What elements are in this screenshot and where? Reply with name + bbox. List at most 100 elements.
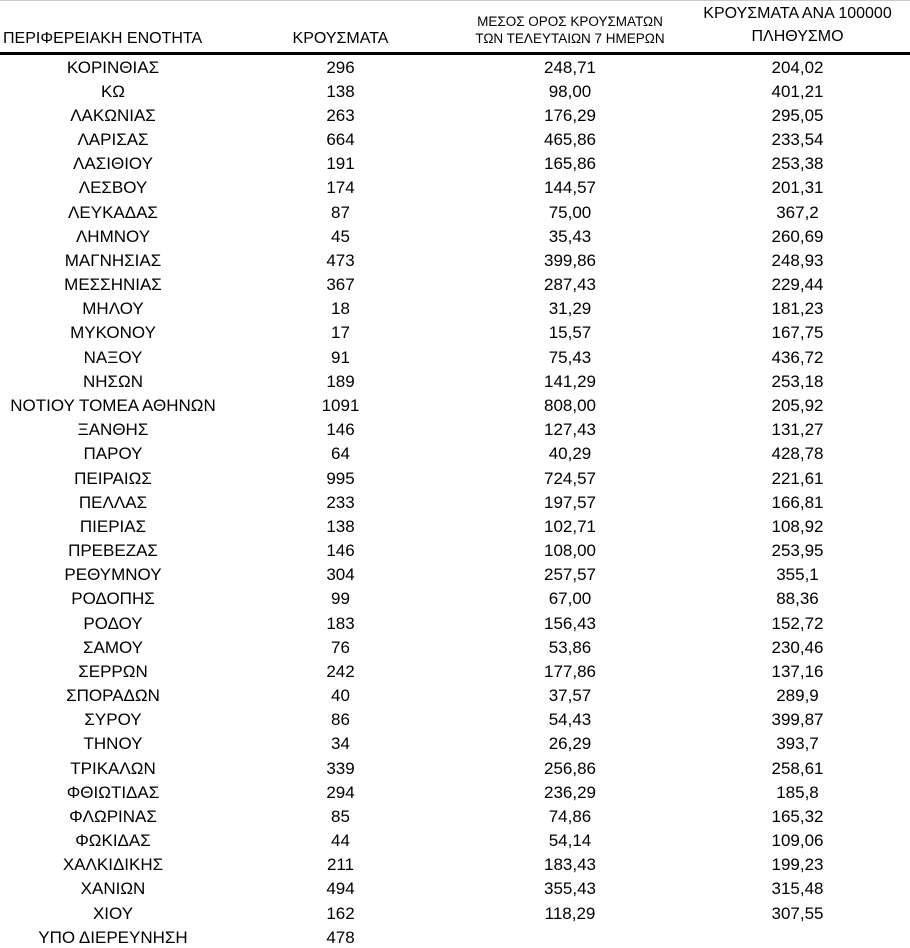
region-name-cell: ΚΩ (100, 81, 126, 101)
cases-per-100000-cell: 88,36 (776, 589, 819, 609)
table-row: ΜΥΚΟΝΟΥ 17 15,57 167,75 (0, 321, 910, 345)
region-name-cell: ΡΕΘΥΜΝΟΥ (64, 565, 162, 585)
avg-7-days-cell: 176,29 (544, 105, 596, 125)
avg-7-days-cell: 127,43 (544, 420, 596, 440)
cases-cell: 99 (331, 589, 350, 609)
table-row: ΧΑΛΚΙΔΙΚΗΣ 211 183,43 199,23 (0, 853, 910, 877)
cases-per-100000-cell: 165,32 (771, 806, 824, 826)
cases-cell: 17 (331, 323, 350, 343)
cases-cell: 18 (331, 299, 350, 319)
table-row: ΡΟΔΟΥ 183 156,43 152,72 (0, 611, 910, 635)
region-name-cell: ΧΙΟΥ (92, 903, 134, 923)
cases-cell: 174 (326, 178, 355, 198)
avg-7-days-cell: 183,43 (544, 855, 596, 875)
column-header-cases-per-100000-line2: ΠΛΗΘΥΣΜΟ (751, 27, 844, 45)
avg-7-days-cell: 98,00 (548, 81, 592, 101)
table-row: ΣΑΜΟΥ 76 53,86 230,46 (0, 635, 910, 659)
avg-7-days-cell: 141,29 (544, 371, 596, 391)
region-name-cell: ΜΕΣΣΗΝΙΑΣ (64, 275, 162, 295)
cases-per-100000-cell: 393,7 (776, 734, 819, 754)
column-header-regional-unit: ΠΕΡΙΦΕΡΕΙΑΚΗ ΕΝΟΤΗΤΑ (0, 1, 226, 55)
avg-7-days-cell: 808,00 (544, 395, 596, 415)
table-row: ΛΗΜΝΟΥ 45 35,43 260,69 (0, 224, 910, 248)
avg-7-days-cell: 197,57 (544, 492, 596, 512)
column-header-avg-7-days: ΜΕΣΟΣ ΟΡΟΣ ΚΡΟΥΣΜΑΤΩΝ ΤΩΝ ΤΕΛΕΥΤΑΙΩΝ 7 Η… (455, 1, 685, 55)
region-name-cell: ΝΑΞΟΥ (83, 347, 143, 367)
table-row: ΠΕΛΛΑΣ 233 197,57 166,81 (0, 490, 910, 514)
region-name-cell: ΝΗΣΩΝ (82, 371, 144, 391)
table-row: ΛΕΣΒΟΥ 174 144,57 201,31 (0, 176, 910, 200)
cases-cell: 294 (326, 782, 355, 802)
cases-cell: 263 (326, 105, 355, 125)
cases-per-100000-cell: 367,2 (776, 202, 819, 222)
avg-7-days-cell: 40,29 (548, 444, 592, 464)
region-name-cell: ΛΕΥΚΑΔΑΣ (68, 202, 158, 222)
table-body: ΚΟΡΙΝΘΙΑΣ 296 248,71 204,02 ΚΩ 138 98,00 401,21… (0, 54, 910, 948)
table-row: ΛΑΚΩΝΙΑΣ 263 176,29 295,05 (0, 103, 910, 127)
avg-7-days-cell: 102,71 (544, 516, 596, 536)
cases-per-100000-cell: 229,44 (771, 275, 824, 295)
cases-per-100000-cell: 355,1 (776, 565, 819, 585)
avg-7-days-cell: 75,43 (548, 347, 592, 367)
avg-7-days-cell: 465,86 (544, 130, 596, 150)
region-name-cell: ΧΑΝΙΩΝ (80, 879, 146, 899)
region-name-cell: ΣΠΟΡΑΔΩΝ (66, 686, 160, 706)
avg-7-days-cell: 399,86 (544, 250, 596, 270)
cases-cell: 91 (331, 347, 350, 367)
cases-cell: 339 (326, 758, 355, 778)
table-row: ΝΟΤΙΟΥ ΤΟΜΕΑ ΑΘΗΝΩΝ 1091 808,00 205,92 (0, 393, 910, 417)
region-name-cell: ΛΗΜΝΟΥ (75, 226, 151, 246)
cases-cell: 34 (331, 734, 350, 754)
avg-7-days-cell: 257,57 (544, 565, 596, 585)
cases-per-100000-cell: 258,61 (771, 758, 824, 778)
cases-per-100000-cell: 109,06 (771, 831, 824, 851)
cases-cell: 64 (331, 444, 350, 464)
cases-per-100000-cell: 221,61 (771, 468, 824, 488)
region-name-cell: ΥΠΟ ΔΙΕΡΕΥΝΗΣΗ (38, 927, 188, 947)
cases-cell: 995 (326, 468, 355, 488)
table-row: ΝΗΣΩΝ 189 141,29 253,18 (0, 369, 910, 393)
avg-7-days-cell: 75,00 (548, 202, 592, 222)
cases-per-100000-cell: 230,46 (771, 637, 824, 657)
avg-7-days-cell: 248,71 (544, 57, 596, 77)
avg-7-days-cell: 54,14 (548, 831, 592, 851)
table-row: ΦΘΙΩΤΙΔΑΣ 294 236,29 185,8 (0, 780, 910, 804)
cases-per-100000-cell: 401,21 (771, 81, 824, 101)
cases-cell: 146 (326, 541, 355, 561)
cases-cell: 40 (331, 686, 350, 706)
table-row: ΚΟΡΙΝΘΙΑΣ 296 248,71 204,02 (0, 54, 910, 80)
avg-7-days-cell: 26,29 (548, 734, 592, 754)
table-row: ΤΗΝΟΥ 34 26,29 393,7 (0, 732, 910, 756)
region-name-cell: ΠΕΛΛΑΣ (78, 492, 148, 512)
cases-per-100000-cell: 152,72 (771, 613, 824, 633)
table-row: ΡΕΘΥΜΝΟΥ 304 257,57 355,1 (0, 563, 910, 587)
cases-cell: 138 (326, 516, 355, 536)
cases-cell: 304 (326, 565, 355, 585)
column-header-avg-7-days-line1: ΜΕΣΟΣ ΟΡΟΣ ΚΡΟΥΣΜΑΤΩΝ (477, 13, 663, 29)
region-name-cell: ΡΟΔΟΠΗΣ (71, 589, 155, 609)
avg-7-days-cell: 165,86 (544, 154, 596, 174)
table-row: ΦΛΩΡΙΝΑΣ 85 74,86 165,32 (0, 804, 910, 828)
region-name-cell: ΛΑΚΩΝΙΑΣ (70, 105, 156, 125)
column-header-avg-7-days-line2: ΤΩΝ ΤΕΛΕΥΤΑΙΩΝ 7 ΗΜΕΡΩΝ (475, 31, 665, 47)
cases-per-100000-cell: 185,8 (776, 782, 819, 802)
column-header-cases-per-100000-line1: ΚΡΟΥΣΜΑΤΑ ΑΝΑ 100000 (703, 4, 892, 22)
region-name-cell: ΣΥΡΟΥ (84, 710, 142, 730)
region-name-cell: ΤΡΙΚΑΛΩΝ (70, 758, 156, 778)
cases-per-100000-cell: 315,48 (771, 879, 824, 899)
region-name-cell: ΝΟΤΙΟΥ ΤΟΜΕΑ ΑΘΗΝΩΝ (10, 395, 216, 415)
cases-per-100000-cell: 289,9 (776, 686, 819, 706)
region-name-cell: ΜΥΚΟΝΟΥ (70, 323, 156, 343)
table-row: ΤΡΙΚΑΛΩΝ 339 256,86 258,61 (0, 756, 910, 780)
cases-cell: 189 (326, 371, 355, 391)
table-row: ΦΩΚΙΔΑΣ 44 54,14 109,06 (0, 829, 910, 853)
table-row: ΠΕΙΡΑΙΩΣ 995 724,57 221,61 (0, 466, 910, 490)
cases-cell: 664 (326, 130, 355, 150)
cases-per-100000-cell: 181,23 (771, 299, 824, 319)
table-row: ΠΡΕΒΕΖΑΣ 146 108,00 253,95 (0, 538, 910, 562)
avg-7-days-cell: 53,86 (548, 637, 592, 657)
table-header: ΠΕΡΙΦΕΡΕΙΑΚΗ ΕΝΟΤΗΤΑ ΚΡΟΥΣΜΑΤΑ ΜΕΣΟΣ ΟΡΟ… (0, 1, 910, 55)
table-row: ΣΥΡΟΥ 86 54,43 399,87 (0, 708, 910, 732)
